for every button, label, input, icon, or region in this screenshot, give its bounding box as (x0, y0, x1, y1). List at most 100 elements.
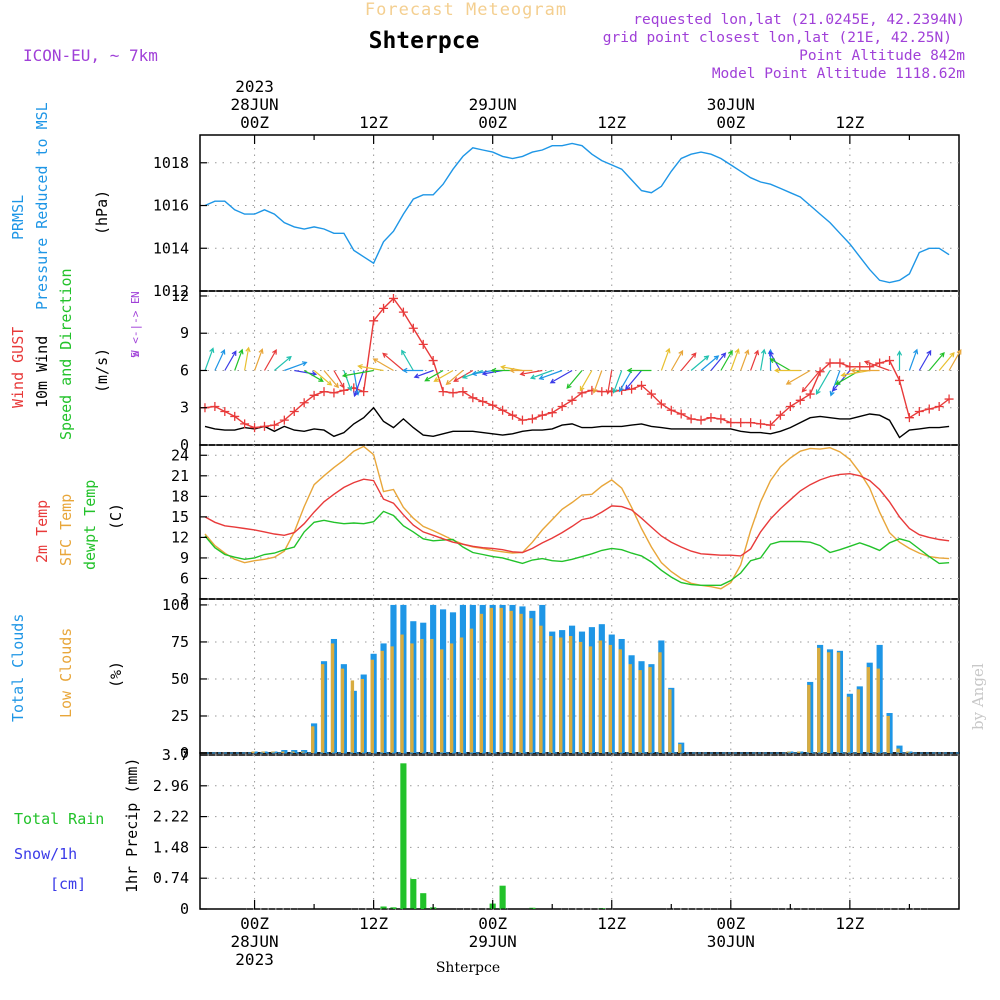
wind-arrow (896, 350, 903, 371)
wind-arrow (908, 348, 919, 371)
compass-n: N (129, 291, 142, 298)
low-cloud-bar (350, 680, 355, 753)
wind-arrow (605, 370, 613, 395)
low-cloud-bar (271, 751, 275, 753)
time-label-bottom: 00Z (716, 914, 745, 933)
gust-marker (815, 367, 825, 377)
gust-marker (686, 414, 696, 424)
low-cloud-bar (440, 649, 444, 753)
compass-we: W <-|-> E (129, 297, 142, 357)
time-label-bottom: 2023 (235, 950, 274, 969)
y-tick-label: 0.74 (153, 869, 189, 887)
low-cloud-bar (618, 649, 622, 753)
temp-2m-line (204, 472, 950, 557)
compass-s: S (129, 351, 142, 358)
low-cloud-bar (826, 652, 831, 753)
wind-arrow (774, 367, 801, 374)
wind-10m-line (204, 406, 950, 439)
wind-arrow (323, 370, 340, 389)
time-label-top: 28JUN (230, 95, 278, 114)
wind-arrow (740, 349, 750, 371)
wind-arrow (284, 361, 308, 372)
wind-arrow (357, 364, 384, 372)
gust-marker (527, 414, 537, 424)
temp-sfc-label: SFC Temp (57, 494, 75, 566)
y-tick-label: 21 (171, 467, 189, 485)
y-tick-label: 3 (180, 590, 189, 608)
gust-marker (517, 415, 527, 425)
y-tick-label: 9 (180, 549, 189, 567)
low-cloud-bar (340, 668, 345, 753)
wind-arrow (612, 370, 623, 394)
snow-label: Snow/1h (14, 845, 77, 863)
y-tick-label: 100 (162, 596, 189, 614)
y-tick-label: 9 (180, 324, 189, 342)
gust-marker (894, 375, 904, 385)
gust-marker (934, 402, 944, 411)
gust-marker (765, 420, 775, 430)
low-cloud-bar (311, 726, 315, 753)
low-cloud-bar (301, 751, 305, 753)
wind-arrow (333, 370, 345, 389)
low-cloud-bar (559, 637, 563, 753)
wind-arrow (592, 370, 603, 394)
time-label-bottom: 00Z (240, 914, 269, 933)
gust-marker (706, 413, 716, 423)
pressure-label-1: PRMSL (9, 195, 27, 240)
low-cloud-bar (509, 610, 513, 753)
gust-marker (398, 307, 408, 317)
precip-labels: Total Rain Snow/1h [cm] 1hr Precip (mm) (14, 758, 141, 893)
gust-marker (250, 423, 260, 433)
time-label-top: 00Z (716, 113, 745, 132)
time-label-top: 2023 (235, 77, 274, 96)
wind-arrow (244, 346, 251, 371)
y-tick-label: 18 (171, 487, 189, 505)
low-cloud-bar (896, 748, 900, 753)
wind-arrow (566, 370, 583, 390)
y-tick-label: 3.7 (162, 746, 189, 764)
low-cloud-bar (787, 751, 791, 753)
gust-marker (230, 411, 240, 421)
rain-bar (390, 907, 397, 909)
wind-unit: (m/s) (93, 348, 111, 393)
wind-arrow (840, 369, 870, 378)
time-label-top: 12Z (359, 113, 388, 132)
low-cloud-bar (638, 670, 642, 753)
low-cloud-bar (797, 751, 801, 753)
time-label-bottom: 12Z (835, 914, 864, 933)
wind-arrow (382, 352, 404, 371)
gust-marker (795, 395, 805, 405)
wind-arrow (948, 348, 962, 371)
time-label-top: 12Z (597, 113, 626, 132)
gust-marker (914, 406, 924, 416)
wind-arrow (769, 358, 791, 372)
low-cloud-bar (678, 744, 682, 753)
low-cloud-bar (449, 643, 454, 753)
gust-marker (309, 390, 319, 400)
gust-marker (885, 356, 895, 366)
low-cloud-bar (628, 664, 632, 753)
rain-bar (400, 763, 407, 909)
info-line-4: Model Point Altitude 1118.62m (712, 66, 965, 82)
low-cloud-bar (668, 689, 672, 753)
low-cloud-bar (380, 650, 384, 753)
rain-bar (420, 893, 427, 909)
low-cloud-bar (876, 668, 880, 753)
y-tick-label: 24 (171, 446, 189, 464)
gust-marker (805, 389, 815, 399)
wind-arrow (274, 355, 292, 371)
total-clouds-label: Total Clouds (9, 614, 27, 722)
wind-panel-frame (199, 290, 960, 446)
low-cloud-bar (519, 613, 523, 753)
low-cloud-bar (430, 638, 434, 753)
wind-arrow (760, 348, 767, 371)
gust-marker (488, 400, 498, 410)
low-cloud-bar (320, 664, 325, 753)
gust-marker (458, 387, 468, 397)
low-cloud-bar (459, 637, 464, 753)
gust-marker (537, 410, 547, 420)
low-cloud-bar (568, 636, 573, 753)
gust-marker (567, 395, 577, 405)
low-cloud-bar (539, 625, 543, 753)
